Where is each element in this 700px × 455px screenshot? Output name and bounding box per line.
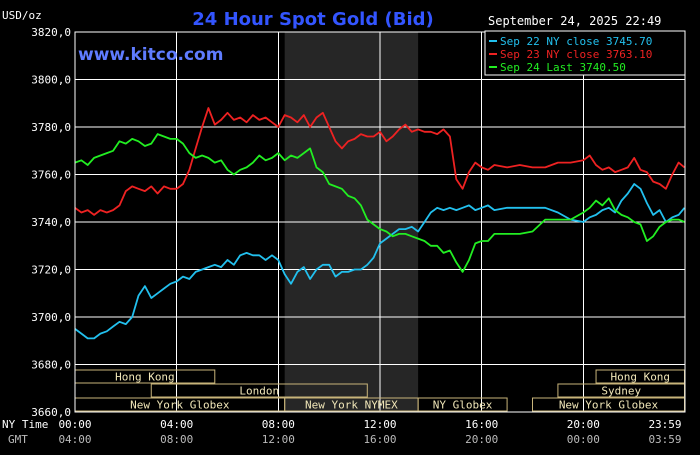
session-box: [595, 369, 685, 384]
session-label: New York Globex: [559, 399, 659, 412]
gmt-tick-label: 20:00: [465, 433, 498, 446]
gmt-tick-label: 16:00: [363, 433, 396, 446]
session-box: [532, 397, 685, 412]
session-label: Hong Kong: [610, 371, 670, 384]
series-line: [74, 133, 685, 273]
y-tick-label: 3740,0: [31, 216, 71, 229]
y-tick-label: 3800,0: [31, 74, 71, 87]
ny-time-tick-label: 23:59: [648, 418, 681, 431]
series-line: [74, 183, 686, 340]
session-label: New York NYMEX: [305, 399, 398, 412]
session-box: [557, 383, 685, 398]
kitco-watermark: www.kitco.com: [78, 45, 223, 65]
x-axis-ticks: 00:00 04:00 08:00 12:00 16:00 20:00 23:59 04:00…: [58, 418, 681, 446]
y-tick-label: 3820,0: [31, 26, 71, 39]
gmt-tick-label: 04:00: [58, 433, 91, 446]
y-tick-label: 3780,0: [31, 121, 71, 134]
ny-time-tick-label: 04:00: [160, 418, 193, 431]
session-label: NY Globex: [433, 399, 493, 412]
y-tick-label: 3680,0: [31, 359, 71, 372]
chart-title: 24 Hour Spot Gold (Bid): [192, 9, 433, 30]
price-series: [74, 107, 686, 340]
legend-label: Sep 24 Last 3740.50: [500, 61, 626, 74]
gmt-label: GMT: [8, 433, 28, 446]
ny-time-tick-label: 12:00: [363, 418, 396, 431]
y-tick-label: 3720,0: [31, 264, 71, 277]
legend-box: [484, 30, 686, 76]
session-box: [417, 397, 508, 412]
ny-time-tick-label: 20:00: [567, 418, 600, 431]
gmt-tick-label: 00:00: [567, 433, 600, 446]
y-tick-label: 3660,0: [31, 406, 71, 419]
y-tick-label: 3760,0: [31, 169, 71, 182]
legend-label: Sep 22 NY close 3745.70: [500, 35, 652, 48]
unit-label: USD/oz: [2, 9, 42, 22]
y-tick-label: 3700,0: [31, 311, 71, 324]
legend-label: Sep 23 NY close 3763.10: [500, 48, 652, 61]
gmt-tick-label: 12:00: [262, 433, 295, 446]
timestamp: September 24, 2025 22:49: [488, 14, 661, 28]
session-label: Sydney: [601, 385, 641, 398]
series-line: [74, 107, 686, 216]
session-box: [150, 383, 368, 398]
y-axis-ticks: 3660,0 3680,0 3700,0 3720,0 3740,0 3760,0 3780…: [31, 26, 71, 419]
gmt-tick-label: 03:59: [648, 433, 681, 446]
ny-time-label: NY Time: [2, 418, 48, 431]
ny-time-tick-label: 16:00: [465, 418, 498, 431]
session-label: New York Globex: [130, 399, 230, 412]
session-label: Hong Kong: [115, 371, 175, 384]
gmt-tick-label: 08:00: [160, 433, 193, 446]
ny-time-tick-label: 00:00: [58, 418, 91, 431]
ny-time-tick-label: 08:00: [262, 418, 295, 431]
plot-frame: [74, 31, 686, 413]
session-label: London: [239, 385, 279, 398]
